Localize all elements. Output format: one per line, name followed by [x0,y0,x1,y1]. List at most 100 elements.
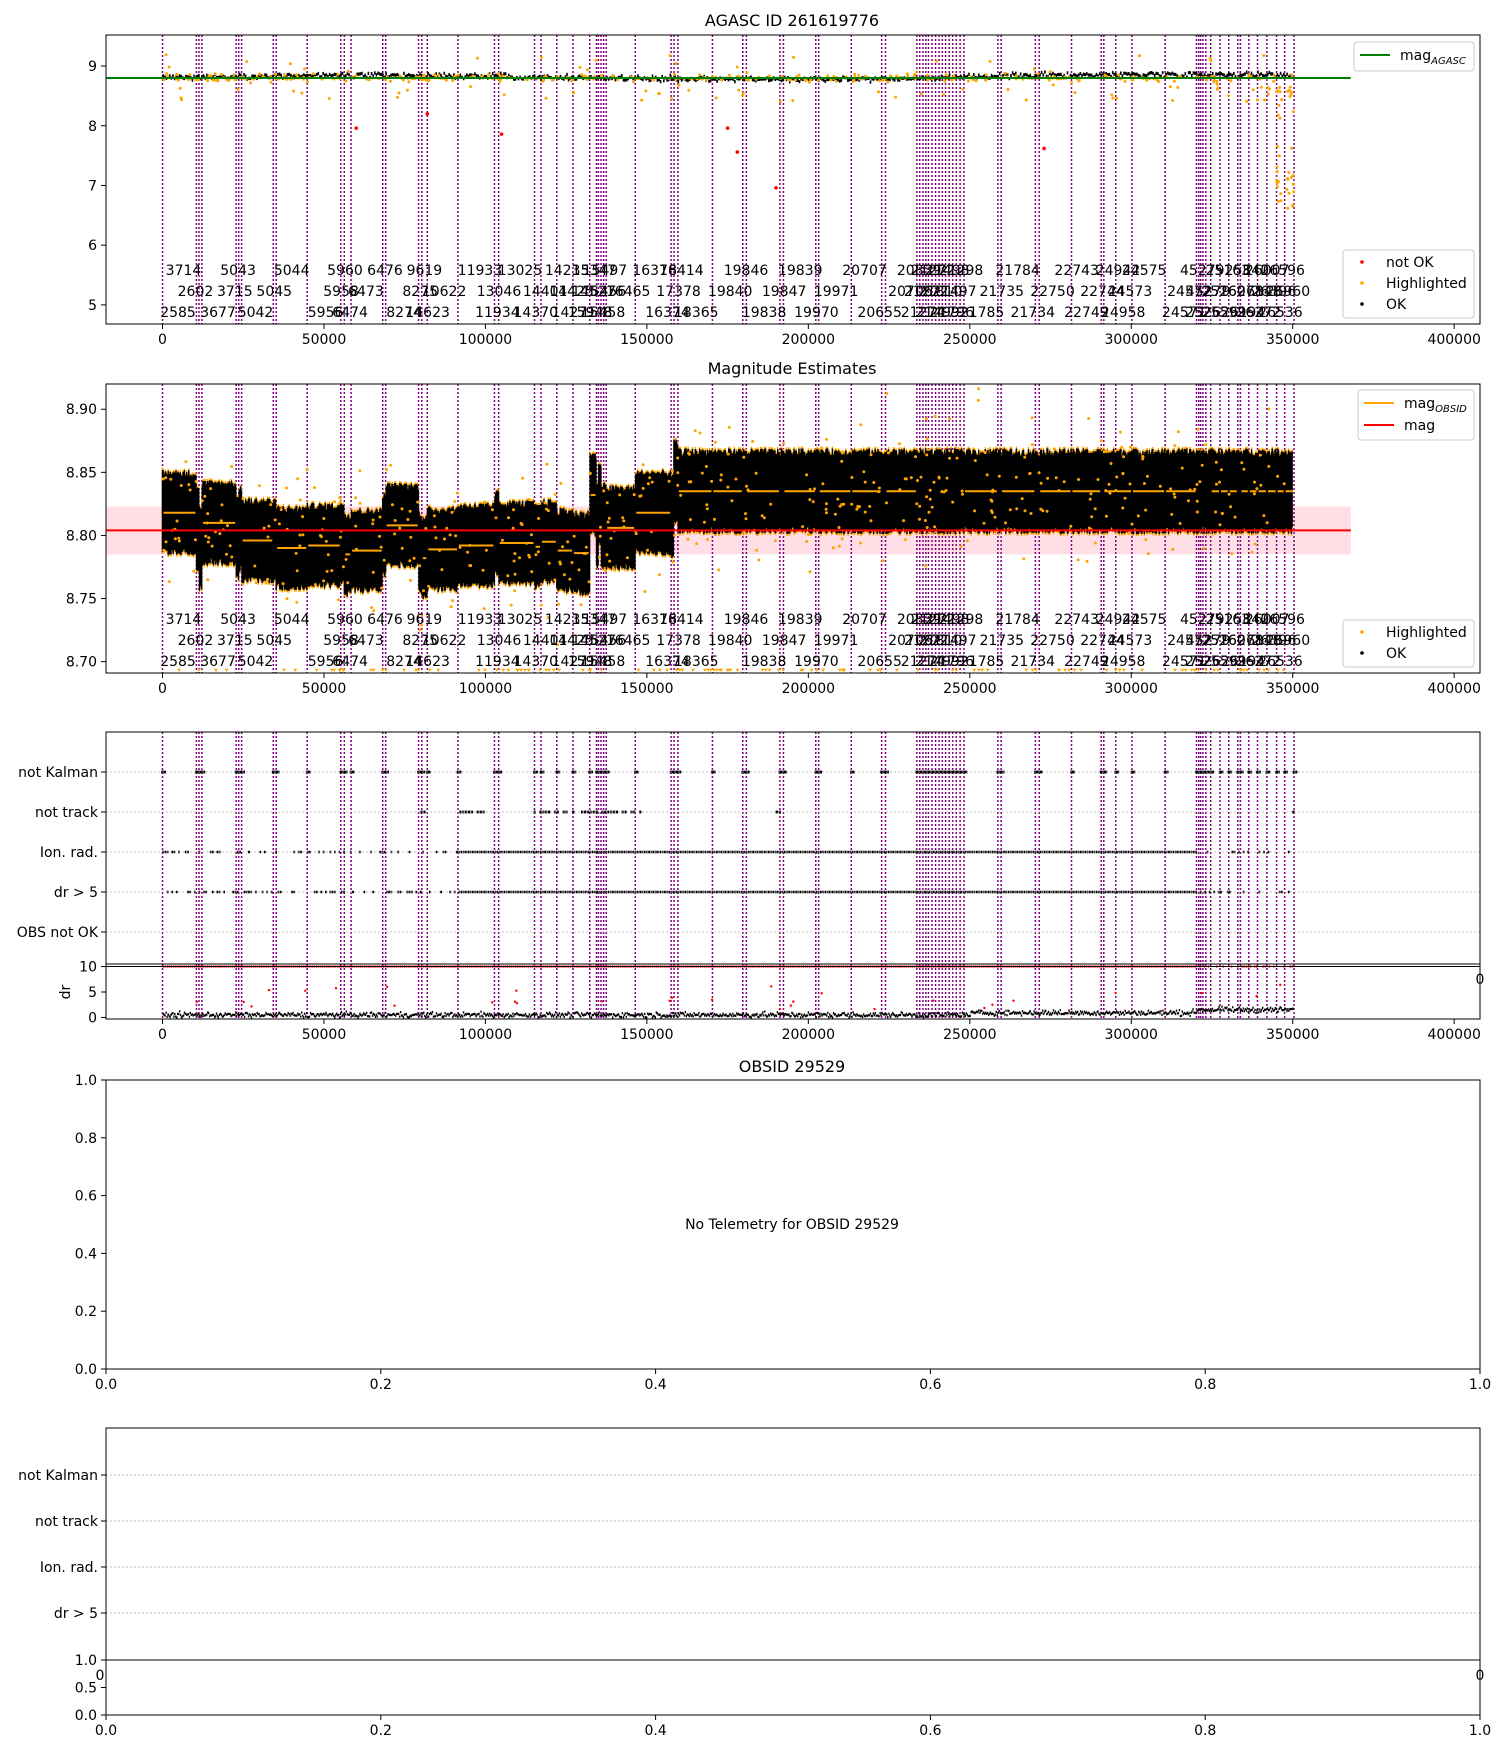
highlighted-point [1214,510,1218,514]
highlighted-point [487,73,491,76]
highlighted-point [1290,73,1294,77]
obsid-label: 16465 [606,633,651,649]
highlighted-point [427,78,431,82]
highlighted-point [354,74,358,78]
highlighted-point [821,482,825,486]
highlighted-point [358,469,362,473]
obsid-label: 8274 [386,305,422,321]
highlighted-point [1292,190,1296,194]
highlighted-point [918,504,922,508]
highlighted-point [872,481,876,484]
highlighted-point [805,540,808,543]
highlighted-point [1032,67,1036,71]
highlighted-point [974,79,978,83]
highlighted-point [625,556,629,560]
highlighted-point [204,534,208,538]
highlighted-point [857,73,861,77]
highlighted-point [230,555,234,559]
obsid-label: 21274 [901,654,946,670]
highlighted-point [432,514,436,518]
highlighted-point [594,58,598,62]
clipped-highlighted-marker [588,668,593,672]
dr-not-ok-point [1200,991,1204,995]
obsid-label: 26148 [1237,633,1282,649]
highlighted-point [792,55,795,59]
clipped-highlighted-marker [1140,668,1144,672]
highlighted-point [179,484,183,487]
highlighted-point [188,488,192,492]
highlighted-point [262,526,266,530]
obsid-label: 2585 [160,305,196,321]
highlighted-point [1173,495,1177,499]
highlighted-point [730,499,734,503]
highlighted-point [1030,443,1034,446]
highlighted-point [945,476,949,480]
highlighted-point [1220,512,1224,515]
panel-magnitude-title: Magnitude Estimates [708,359,877,378]
highlighted-point [705,503,709,507]
highlighted-point [811,500,815,504]
clipped-highlighted-marker [196,668,201,672]
not-ok-point [774,186,778,190]
highlighted-point [863,510,867,514]
panel-dr-ytick-label: 0 [88,1010,97,1026]
clipped-highlighted-marker [980,668,985,672]
highlighted-point [1290,146,1294,150]
highlighted-point [521,476,525,480]
highlighted-point [169,477,173,481]
panel-agasc-xtick-label: 300000 [1105,332,1158,348]
highlighted-point [180,98,184,102]
clipped-highlighted-marker [341,668,346,672]
panel-empty-small-frame [105,1659,1481,1716]
obsid-label: 19971 [814,633,859,649]
legend2-highlighted-marker [1360,630,1364,634]
clipped-highlighted-marker [1212,668,1217,672]
highlighted-point [1275,170,1279,173]
obsid-label: 5044 [274,612,310,628]
obsid-label: 18365 [674,654,719,670]
highlighted-point [228,544,232,548]
dr-not-ok-point [789,1004,793,1007]
obsid-label: 21734 [1010,654,1055,670]
highlighted-point [178,86,182,90]
obsid-label: 14425 [549,633,594,649]
highlighted-point [745,484,748,488]
highlighted-point [894,95,898,99]
panel-dr-xtick-label: 150000 [620,1027,673,1043]
obsid-label: 25840 [1225,263,1270,279]
highlighted-point [445,526,449,530]
obsid-label: 2602 [178,284,214,300]
clipped-highlighted-marker [652,668,656,672]
dr-not-ok-point [1012,999,1015,1002]
highlighted-point [400,546,404,550]
highlighted-point [450,510,454,514]
highlighted-point [418,564,422,568]
highlighted-point [740,94,744,98]
obsid-label: 6473 [348,633,384,649]
highlighted-point [1288,85,1292,89]
highlighted-point [710,479,714,483]
highlighted-point [269,80,273,84]
highlighted-point [303,67,307,71]
highlighted-point [1208,56,1212,60]
highlighted-point [925,495,929,499]
highlighted-point [773,539,777,543]
highlighted-point [527,498,531,501]
highlighted-point [1265,521,1269,525]
highlighted-point [556,643,559,647]
dr-not-ok-point [873,1007,876,1011]
obsid-label: 15347 [572,612,617,628]
panel-agasc-xtick-label: 0 [158,332,167,348]
highlighted-point [1171,99,1175,102]
dr-not-ok-point [515,989,518,992]
clipped-highlighted-marker [537,668,542,672]
clipped-highlighted-marker [1257,668,1262,672]
highlighted-point [266,535,270,539]
highlighted-point [1267,407,1271,411]
panel-obsid-xtick-label: 0.6 [919,1377,941,1393]
highlighted-point [833,512,837,516]
panel-flags: not Kalman not track Ion. rad. dr > 5 OBS no… [17,731,1484,988]
highlighted-point [745,71,749,75]
highlighted-point [471,74,475,78]
